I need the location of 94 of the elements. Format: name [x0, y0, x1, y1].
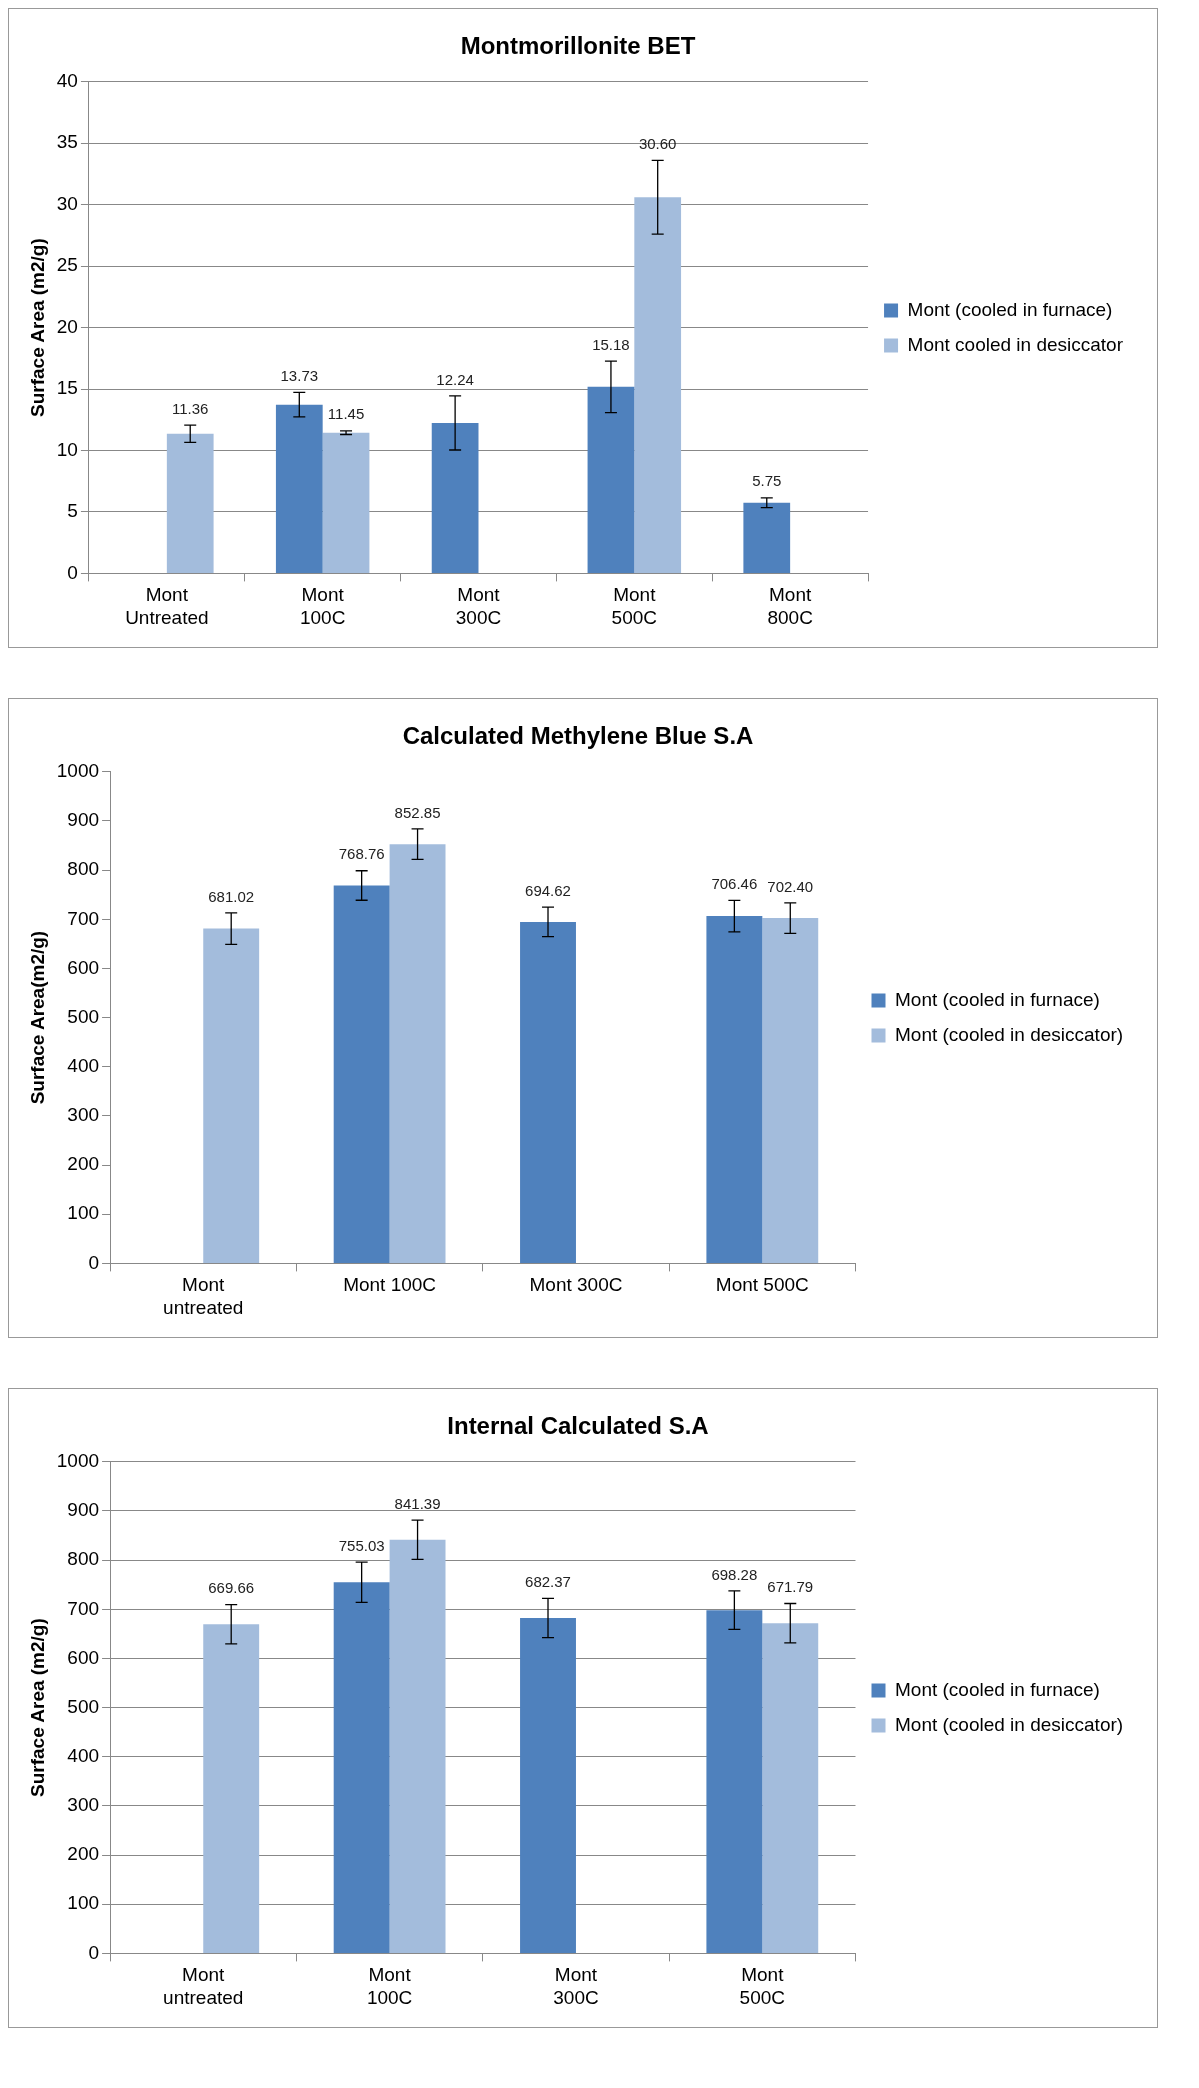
bar — [520, 921, 576, 1263]
y-tick-label: 400 — [67, 1054, 100, 1076]
bar — [333, 1582, 390, 1953]
y-tick-label: 20 — [56, 315, 78, 337]
bar — [389, 1539, 446, 1953]
y-tick-label: 200 — [67, 1843, 100, 1865]
data-label: 681.02 — [208, 887, 255, 905]
y-tick-label: 1000 — [56, 760, 100, 782]
bar — [706, 916, 763, 1263]
y-tick-label: 200 — [67, 1153, 100, 1175]
x-tick-label: Mont 300C — [455, 584, 502, 628]
bar — [203, 1624, 260, 1953]
x-tick-label: Mont 500C — [739, 1964, 786, 2008]
bar — [431, 422, 479, 573]
y-tick-label: 100 — [67, 1892, 100, 1914]
chart-title: Internal Calculated S.A — [447, 1412, 709, 1440]
y-tick-label: 1000 — [56, 1450, 100, 1472]
bar — [203, 928, 260, 1263]
data-label: 698.28 — [711, 1565, 758, 1583]
chart-title: Calculated Methylene Blue S.A — [402, 722, 754, 750]
data-label: 12.24 — [436, 370, 474, 388]
y-tick-label: 700 — [67, 907, 100, 929]
y-tick-label: 0 — [88, 1941, 100, 1963]
data-label: 30.60 — [638, 135, 677, 153]
y-tick-label: 500 — [67, 1695, 100, 1717]
y-tick-label: 500 — [67, 1005, 100, 1027]
bar — [520, 1617, 576, 1953]
y-tick-label: 400 — [67, 1744, 100, 1766]
y-tick-label: 35 — [56, 131, 78, 153]
y-tick-label: 300 — [67, 1794, 100, 1816]
y-tick-label: 900 — [67, 809, 100, 831]
y-tick-label: 700 — [67, 1597, 100, 1619]
x-tick-label: Mont 300C — [529, 1274, 623, 1296]
bar — [389, 844, 446, 1263]
y-axis-title: Surface Area (m2/g) — [26, 238, 48, 418]
data-label: 15.18 — [592, 335, 630, 353]
x-tick-label: Mont 500C — [611, 584, 658, 628]
y-tick-label: 600 — [67, 1646, 100, 1668]
legend-label: Mont (cooled in furnace) — [895, 1678, 1100, 1700]
y-tick-label: 100 — [67, 1202, 100, 1224]
bar — [762, 918, 819, 1263]
x-tick-label: Mont 500C — [715, 1274, 809, 1296]
legend-label: Mont (cooled in desiccator) — [895, 1023, 1124, 1045]
y-tick-label: 900 — [67, 1499, 100, 1521]
y-tick-label: 800 — [67, 1548, 100, 1570]
x-tick-label: Mont 100C — [299, 584, 346, 628]
y-axis-title: Surface Area(m2/g) — [26, 930, 48, 1105]
data-label: 11.45 — [327, 405, 365, 423]
x-tick-label: Mont untreated — [163, 1964, 244, 2008]
legend-label: Mont (cooled in desiccator) — [895, 1713, 1124, 1735]
data-label: 11.36 — [172, 399, 209, 417]
y-tick-label: 300 — [67, 1104, 100, 1126]
chart-title: Montmorillonite BET — [460, 32, 696, 60]
x-tick-label: Mont untreated — [163, 1274, 244, 1318]
bar — [634, 197, 682, 573]
data-label: 694.62 — [525, 881, 571, 899]
bar — [762, 1623, 819, 1953]
data-label: 13.73 — [280, 367, 319, 385]
y-tick-label: 0 — [88, 1251, 100, 1273]
bar — [333, 885, 390, 1263]
legend-label: Mont cooled in desiccator — [907, 333, 1124, 355]
data-label: 755.03 — [338, 1536, 385, 1554]
data-label: 682.37 — [525, 1572, 571, 1590]
bar — [743, 502, 791, 573]
bar — [166, 433, 214, 573]
data-label: 852.85 — [394, 803, 441, 821]
data-label: 669.66 — [208, 1579, 255, 1597]
x-tick-label: Mont Untreated — [125, 584, 209, 628]
legend-label: Mont (cooled in furnace) — [907, 298, 1113, 320]
y-tick-label: 600 — [67, 956, 100, 978]
y-tick-label: 30 — [56, 192, 78, 214]
data-label: 5.75 — [752, 472, 782, 490]
data-label: 671.79 — [767, 1578, 814, 1596]
x-tick-label: Mont 100C — [366, 1964, 413, 2008]
x-tick-label: Mont 300C — [553, 1964, 599, 2008]
y-axis-title: Surface Area (m2/g) — [26, 1618, 48, 1798]
y-tick-label: 10 — [56, 438, 78, 460]
bar — [587, 386, 635, 573]
bar — [322, 432, 370, 573]
bar — [275, 404, 323, 573]
y-tick-label: 800 — [67, 858, 100, 880]
y-tick-label: 15 — [56, 377, 78, 399]
data-label: 768.76 — [338, 845, 385, 863]
bar — [706, 1610, 763, 1953]
data-label: 841.39 — [394, 1494, 441, 1512]
y-tick-label: 25 — [56, 254, 78, 276]
data-label: 706.46 — [711, 875, 758, 893]
y-tick-label: 40 — [56, 70, 78, 92]
legend-label: Mont (cooled in furnace) — [895, 988, 1100, 1010]
x-tick-label: Mont 800C — [767, 584, 813, 628]
x-tick-label: Mont 100C — [343, 1274, 437, 1296]
data-label: 702.40 — [767, 877, 814, 895]
y-tick-label: 0 — [67, 561, 78, 583]
y-tick-label: 5 — [67, 500, 78, 522]
